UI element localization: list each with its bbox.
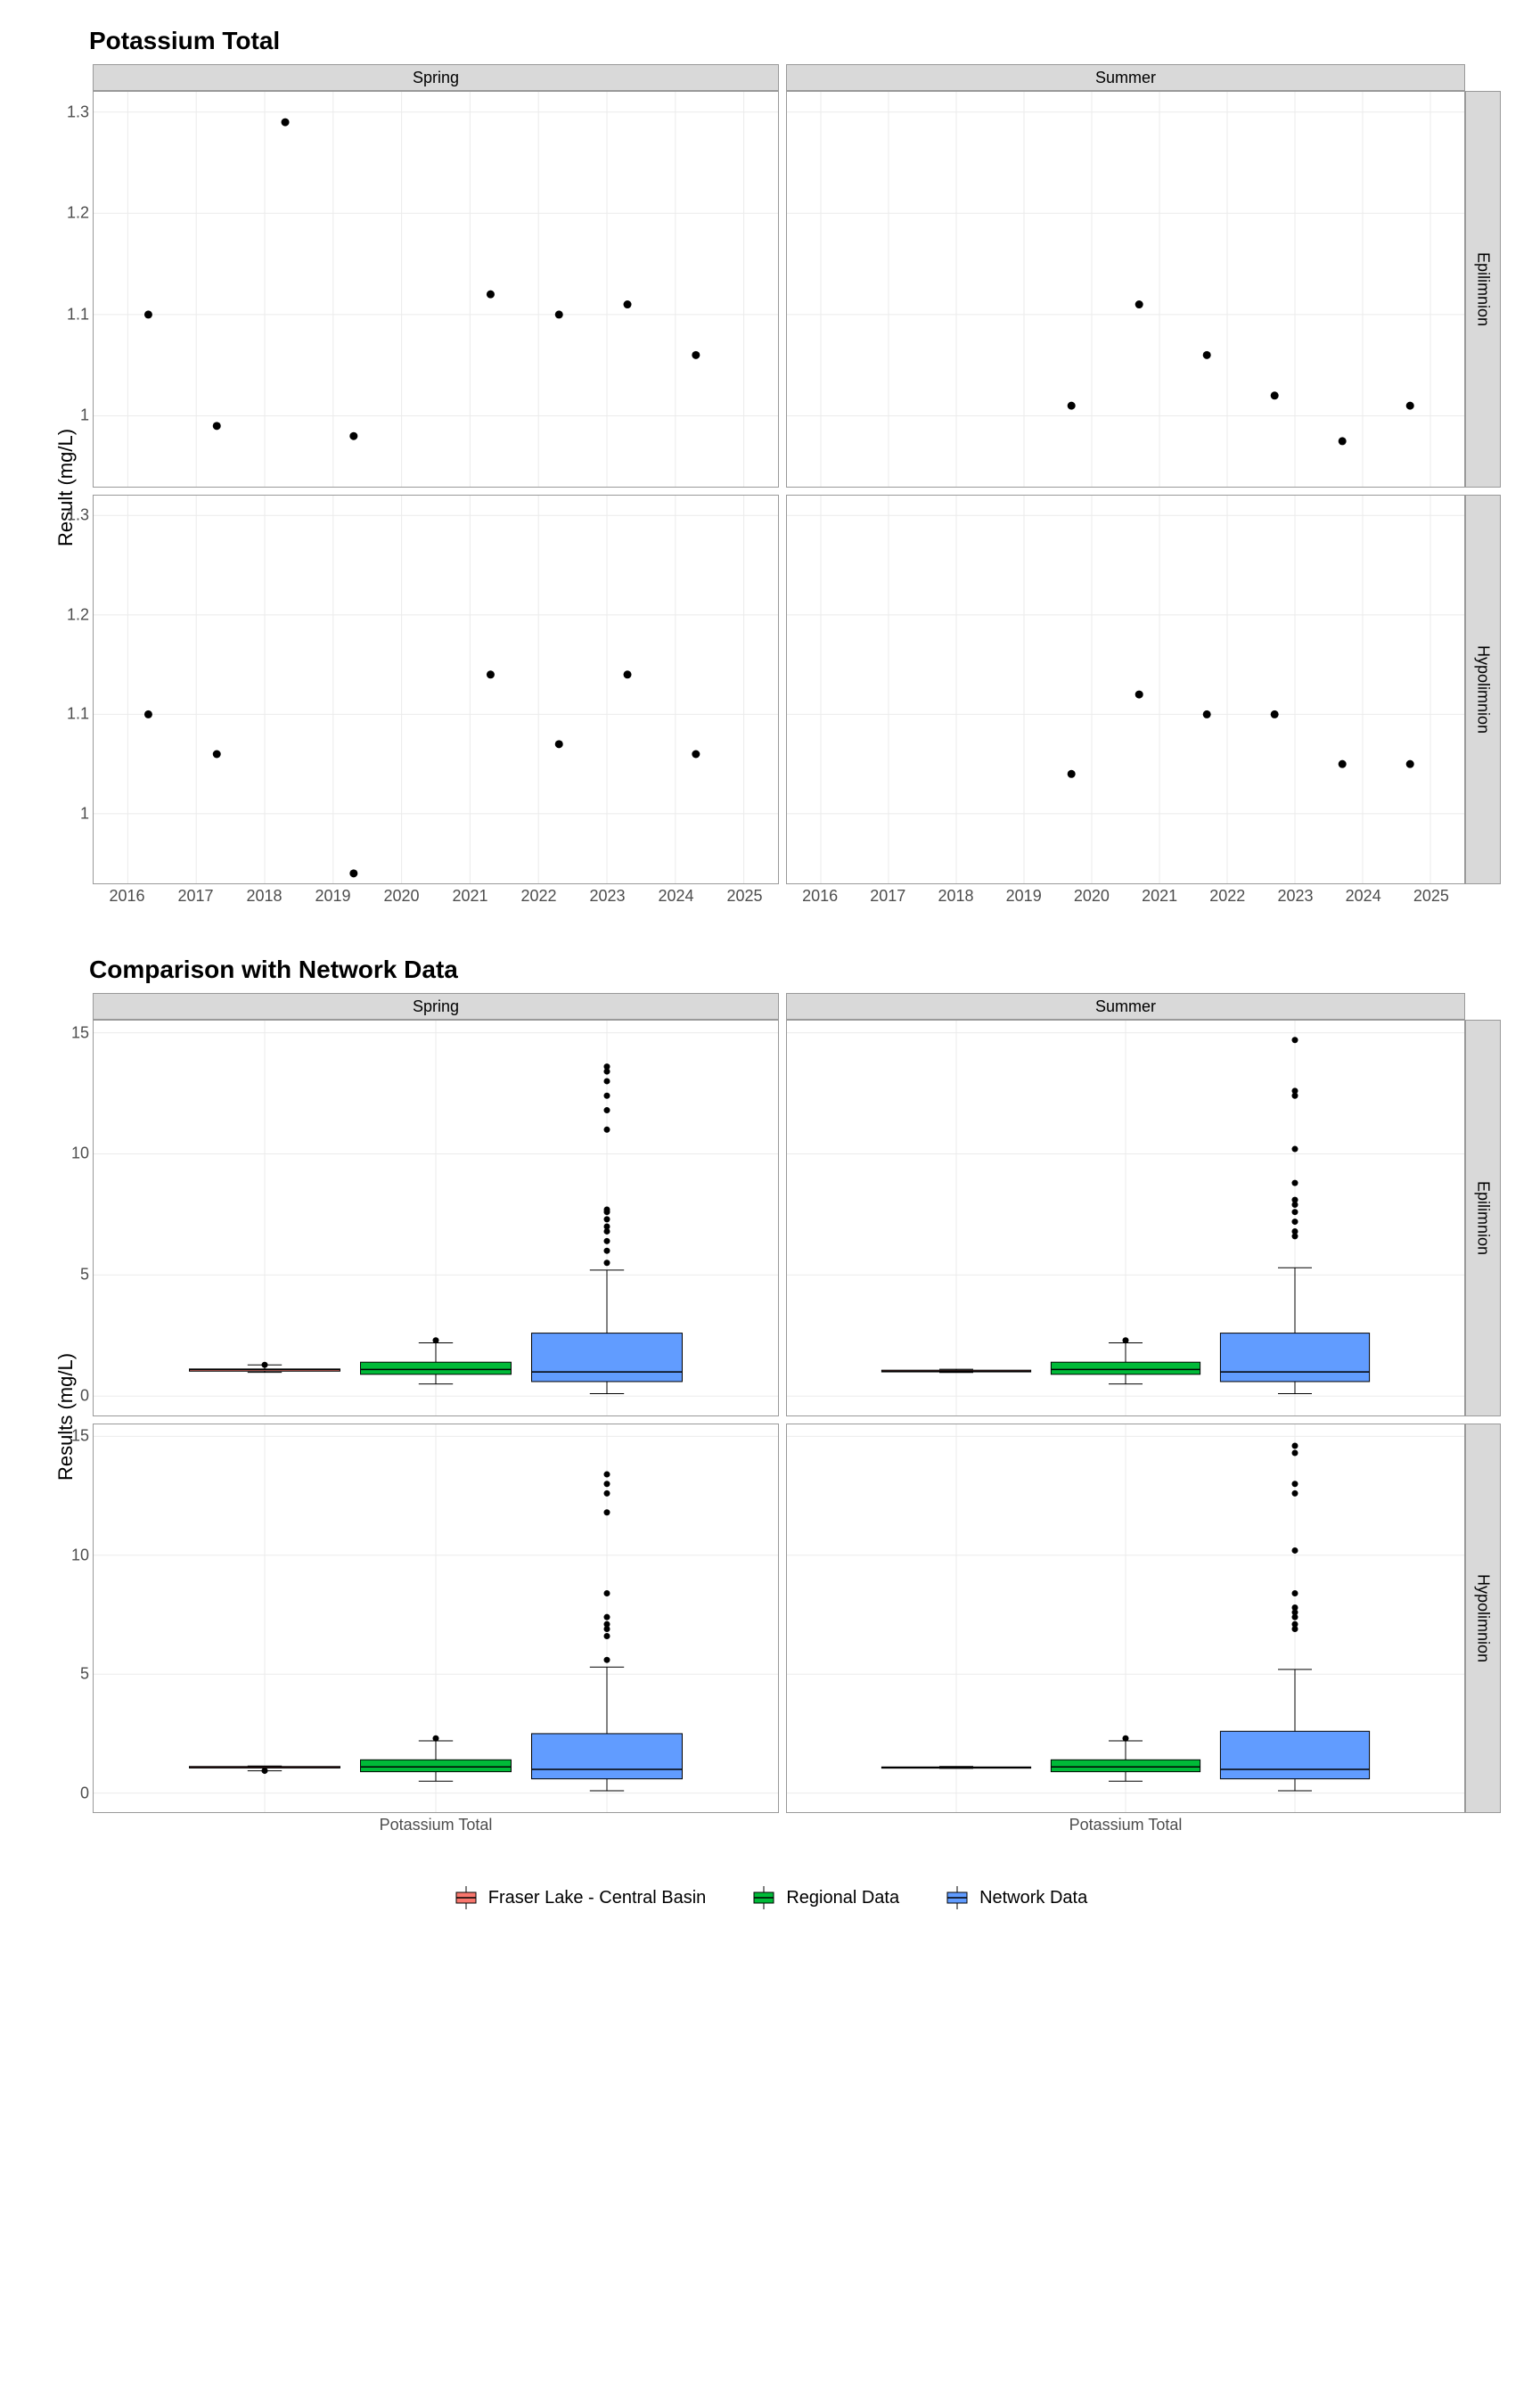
box-panel-4 [786, 1424, 1465, 1813]
legend-label: Fraser Lake - Central Basin [488, 1888, 707, 1908]
legend-item-regional: Regional Data [750, 1884, 899, 1911]
strip-col-summer2: Summer [786, 993, 1465, 1020]
strip-row-hypo2: Hypolimnion [1465, 1424, 1501, 1813]
scatter-xaxis-2: 2016201720182019202020212022202320242025 [786, 884, 1465, 911]
box-panel-2 [786, 1020, 1465, 1416]
scatter-panel-3: 11.11.21.3 [93, 495, 779, 884]
legend-item-fraser: Fraser Lake - Central Basin [453, 1884, 707, 1911]
strip-row-epi2: Epilimnion [1465, 1020, 1501, 1416]
legend-label: Network Data [979, 1888, 1087, 1908]
scatter-panel-4 [786, 495, 1465, 884]
scatter-grid: Result (mg/L) Spring Summer Epilimnion H… [39, 64, 1501, 911]
legend-item-network: Network Data [944, 1884, 1087, 1911]
strip-row-epi: Epilimnion [1465, 91, 1501, 488]
box-title: Comparison with Network Data [89, 956, 1513, 984]
scatter-panel-1: 11.11.21.3 [93, 91, 779, 488]
scatter-title: Potassium Total [89, 27, 1513, 55]
legend-key-icon [750, 1884, 777, 1911]
scatter-xaxis-1: 2016201720182019202020212022202320242025 [93, 884, 779, 911]
scatter-panel-2 [786, 91, 1465, 488]
box-grid: Results (mg/L) Spring Summer Epilimnion … [39, 993, 1501, 1840]
strip-row-hypo: Hypolimnion [1465, 495, 1501, 884]
box-panel-3: 051015 [93, 1424, 779, 1813]
legend-label: Regional Data [786, 1888, 899, 1908]
box-chart: Comparison with Network Data Results (mg… [27, 956, 1513, 1840]
strip-col-spring2: Spring [93, 993, 779, 1020]
legend-key-icon [453, 1884, 479, 1911]
scatter-chart: Potassium Total Result (mg/L) Spring Sum… [27, 27, 1513, 911]
box-xaxis-1: Potassium Total [93, 1813, 779, 1840]
strip-col-summer: Summer [786, 64, 1465, 91]
strip-col-spring: Spring [93, 64, 779, 91]
legend: Fraser Lake - Central Basin Regional Dat… [27, 1884, 1513, 1911]
box-xaxis-2: Potassium Total [786, 1813, 1465, 1840]
box-panel-1: 051015 [93, 1020, 779, 1416]
legend-key-icon [944, 1884, 971, 1911]
